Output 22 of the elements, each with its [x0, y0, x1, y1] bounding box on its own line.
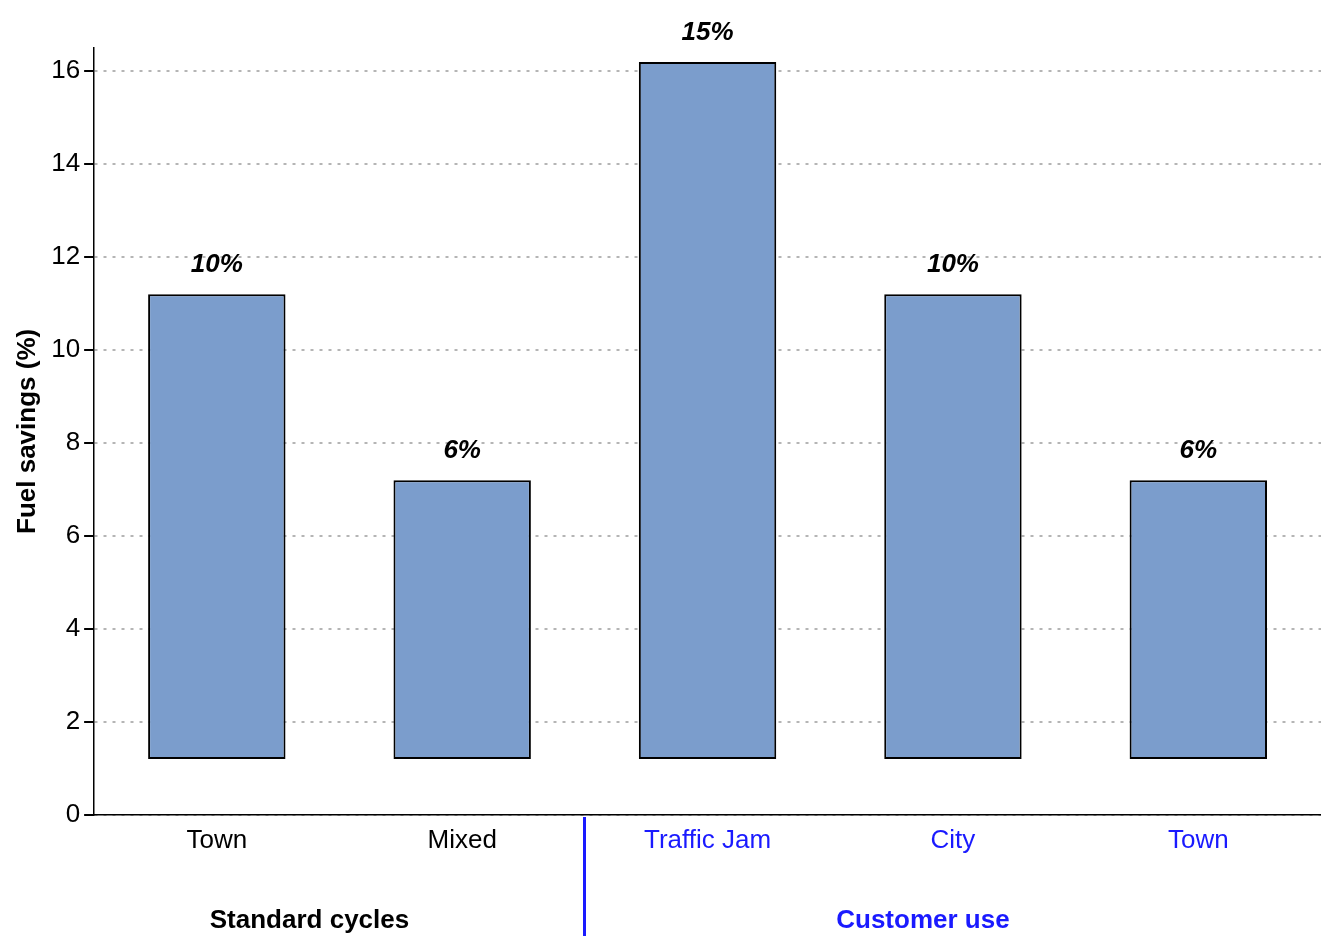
y-tick-label: 6 — [65, 519, 81, 550]
x-tick-label: Mixed — [427, 823, 497, 854]
y-tick-label: 0 — [65, 797, 81, 828]
y-tick-label: 2 — [65, 705, 81, 736]
data-label: 10% — [190, 248, 243, 279]
text: Customer use — [836, 904, 1010, 935]
data-label: 6% — [443, 434, 481, 465]
y-tick-label: 12 — [51, 240, 81, 271]
y-tick-label: 16 — [51, 54, 81, 85]
x-tick-label: Traffic Jam — [643, 823, 772, 854]
y-tick-label: 14 — [51, 147, 81, 178]
y-axis-title: Fuel savings (%) — [10, 328, 41, 534]
x-tick-label: Town — [1167, 823, 1229, 854]
x-tick-label: City — [930, 823, 976, 854]
x-tick-label: Town — [186, 823, 248, 854]
data-label: 6% — [1179, 434, 1218, 465]
data-label: 10% — [926, 248, 979, 279]
y-tick-label: 10 — [51, 333, 81, 364]
text: Standard cycles — [209, 904, 410, 935]
y-tick-label: 8 — [65, 426, 81, 457]
data-label: 15% — [681, 16, 734, 47]
y-tick-label: 4 — [65, 612, 81, 643]
